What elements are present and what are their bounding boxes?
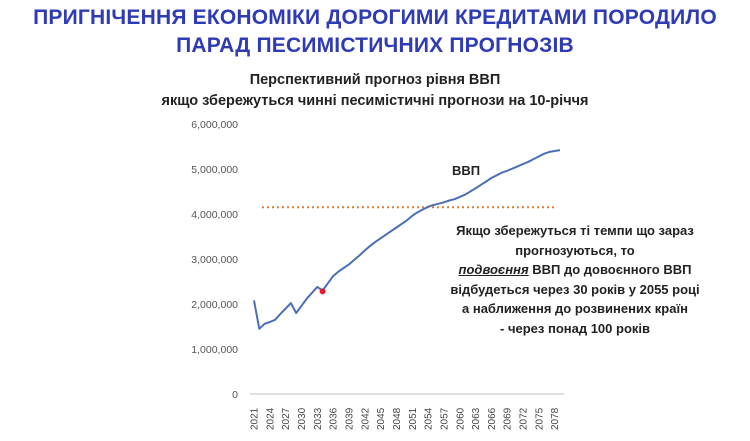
x-tick-label: 2045 — [376, 407, 387, 430]
y-tick-label: 4,000,000 — [191, 209, 238, 221]
series-line-gdp — [253, 149, 561, 330]
x-tick-label: 2021 — [250, 407, 261, 430]
annotation-line-3: подвоєння ВВП до довоєнного ВВП — [430, 260, 720, 280]
y-tick-label: 1,000,000 — [191, 344, 238, 356]
chart-title: Перспективний прогноз рівня ВВП якщо збе… — [0, 70, 750, 112]
y-tick-label: 3,000,000 — [191, 254, 238, 266]
x-tick-label: 2075 — [534, 407, 545, 430]
x-tick-label: 2051 — [408, 407, 419, 430]
x-tick-label: 2069 — [503, 407, 514, 430]
x-tick-label: 2063 — [471, 407, 482, 430]
y-tick-label: 2,000,000 — [191, 299, 238, 311]
x-tick-label: 2030 — [297, 407, 308, 430]
x-tick-label: 2048 — [392, 407, 403, 430]
x-tick-label: 2072 — [519, 407, 530, 430]
annotation-line-3-rest: ВВП до довоєнного ВВП — [528, 262, 692, 277]
x-tick-label: 2057 — [439, 407, 450, 430]
y-axis: 0 1,000,000 2,000,000 3,000,000 4,000,000 5,0… — [191, 119, 238, 401]
x-tick-label: 2042 — [360, 407, 371, 430]
series-label-gdp: ВВП — [452, 163, 480, 178]
x-tick-label: 2024 — [265, 407, 276, 430]
annotation-line-1: Якщо збережуться ті темпи що зараз — [456, 223, 694, 238]
x-tick-label: 2078 — [550, 407, 561, 430]
x-tick-label: 2054 — [424, 407, 435, 430]
x-tick-label: 2039 — [344, 407, 355, 430]
slide-title: ПРИГНІЧЕННЯ ЕКОНОМІКИ ДОРОГИМИ КРЕДИТАМИ… — [0, 4, 750, 60]
annotation-text: Якщо збережуться ті темпи що зараз прогн… — [430, 221, 720, 338]
slide-title-line-2: ПАРАД ПЕСИМІСТИЧНИХ ПРОГНОЗІВ — [176, 34, 574, 57]
annotation-line-5: а наближення до розвинених країн — [462, 301, 688, 316]
annotation-line-4: відбудеться через 30 років у 2055 році — [450, 281, 700, 297]
chart-title-line-2: якщо збережуться чинні песимістичні прог… — [161, 93, 589, 109]
x-tick-label: 2060 — [455, 407, 466, 430]
x-tick-label: 2033 — [313, 407, 324, 430]
y-tick-label: 5,000,000 — [191, 164, 238, 176]
data-point-marker — [319, 288, 326, 295]
annotation-line-2: прогнозуються, то — [515, 242, 635, 258]
annotation-line-6: - через понад 100 років — [500, 320, 650, 336]
y-tick-label: 6,000,000 — [191, 119, 238, 131]
x-tick-label: 2036 — [329, 407, 340, 430]
x-tick-label: 2066 — [487, 407, 498, 430]
y-tick-label: 0 — [232, 389, 238, 401]
annotation-emphasis: подвоєння — [458, 262, 529, 277]
x-tick-label: 2027 — [281, 407, 292, 430]
chart-title-line-1: Перспективний прогноз рівня ВВП — [249, 72, 501, 88]
slide-title-line-1: ПРИГНІЧЕННЯ ЕКОНОМІКИ ДОРОГИМИ КРЕДИТАМИ… — [33, 6, 717, 29]
plot-area: ВВП — [253, 149, 561, 330]
x-axis: 2021 2024 2027 2030 2033 2036 2039 2042 2045 2048… — [250, 393, 564, 430]
